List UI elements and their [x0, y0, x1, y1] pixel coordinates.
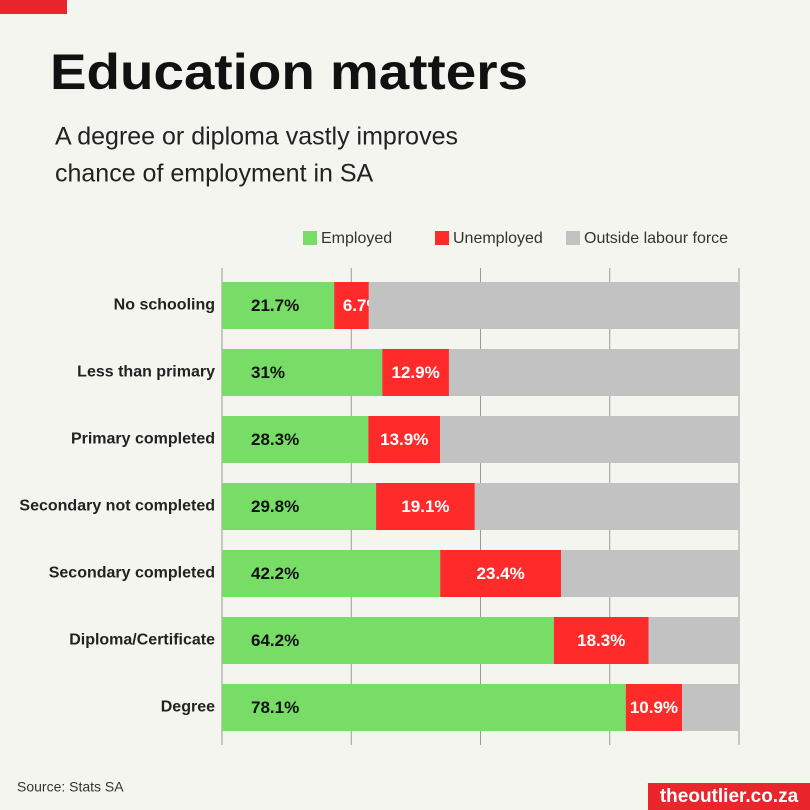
brand: theoutlier.co.za	[660, 786, 799, 807]
bar	[222, 349, 383, 396]
y-tick-label: Secondary not completed	[19, 498, 215, 515]
legend-swatch	[303, 231, 317, 245]
value-label: 10.9%	[630, 698, 678, 717]
y-tick-label: Diploma/Certificate	[69, 632, 215, 649]
bar	[440, 416, 739, 463]
bar	[222, 684, 626, 731]
value-label: 21.7%	[251, 296, 299, 315]
bar	[368, 282, 739, 329]
bar	[222, 483, 377, 530]
chart-title: Education matters	[50, 44, 528, 100]
bar	[334, 282, 369, 329]
value-label: 28.3%	[251, 430, 299, 449]
y-tick-label: No schooling	[114, 297, 215, 314]
bar	[368, 416, 441, 463]
value-label: 18.3%	[577, 631, 625, 650]
bar	[474, 483, 739, 530]
bar	[222, 282, 335, 329]
bar	[448, 349, 739, 396]
value-label: 13.9%	[380, 430, 428, 449]
value-label: 31%	[251, 363, 285, 382]
value-label: 23.4%	[477, 564, 525, 583]
y-tick-label: Degree	[161, 699, 215, 716]
accent-bar	[0, 0, 67, 14]
y-tick-label: Secondary completed	[49, 565, 215, 582]
bar	[222, 416, 369, 463]
source: Source: Stats SA	[17, 779, 124, 795]
bar	[222, 550, 441, 597]
y-tick-label: Primary completed	[71, 431, 215, 448]
bar	[648, 617, 739, 664]
value-label: 29.8%	[251, 497, 299, 516]
legend-swatch	[566, 231, 580, 245]
legend-label: Employed	[321, 230, 392, 247]
bar	[376, 483, 475, 530]
value-label: 78.1%	[251, 698, 299, 717]
bar	[382, 349, 449, 396]
value-label: 12.9%	[392, 363, 440, 382]
legend-label: Outside labour force	[584, 230, 728, 247]
legend-label: Unemployed	[453, 230, 543, 247]
value-label: 42.2%	[251, 564, 299, 583]
value-label: 64.2%	[251, 631, 299, 650]
brand-box	[648, 783, 810, 810]
bar	[561, 550, 739, 597]
y-tick-label: Less than primary	[77, 364, 215, 381]
bar	[222, 617, 554, 664]
chart-subtitle: A degree or diploma vastly improves	[55, 123, 458, 151]
bar	[553, 617, 649, 664]
value-label: 19.1%	[401, 497, 449, 516]
legend-swatch	[435, 231, 449, 245]
bar	[440, 550, 562, 597]
bar	[625, 684, 683, 731]
chart-subtitle: chance of employment in SA	[55, 160, 374, 188]
bar	[682, 684, 739, 731]
